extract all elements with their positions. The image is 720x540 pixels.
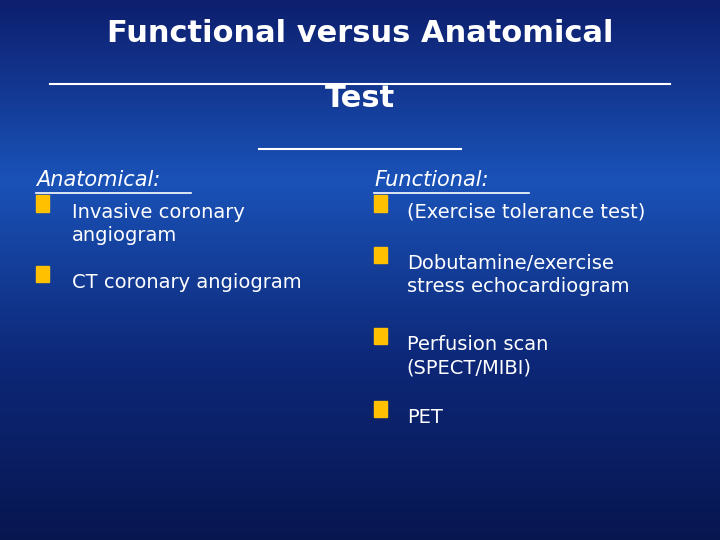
Text: PET: PET [407, 408, 443, 427]
Bar [374, 401, 387, 417]
Bar [374, 328, 387, 344]
Text: CT coronary angiogram: CT coronary angiogram [72, 273, 302, 292]
Text: Anatomical:: Anatomical: [36, 170, 161, 190]
Text: Test: Test [325, 84, 395, 113]
Text: Functional versus Anatomical: Functional versus Anatomical [107, 19, 613, 48]
Text: Invasive coronary
angiogram: Invasive coronary angiogram [72, 202, 245, 245]
Bar [374, 195, 387, 212]
Text: Functional:: Functional: [374, 170, 489, 190]
Text: Perfusion scan
(SPECT/MIBI): Perfusion scan (SPECT/MIBI) [407, 335, 548, 377]
Bar [374, 247, 387, 263]
Text: Dobutamine/exercise
stress echocardiogram: Dobutamine/exercise stress echocardiogra… [407, 254, 629, 296]
Bar [36, 195, 49, 212]
Text: (Exercise tolerance test): (Exercise tolerance test) [407, 202, 645, 221]
Bar [36, 266, 49, 282]
